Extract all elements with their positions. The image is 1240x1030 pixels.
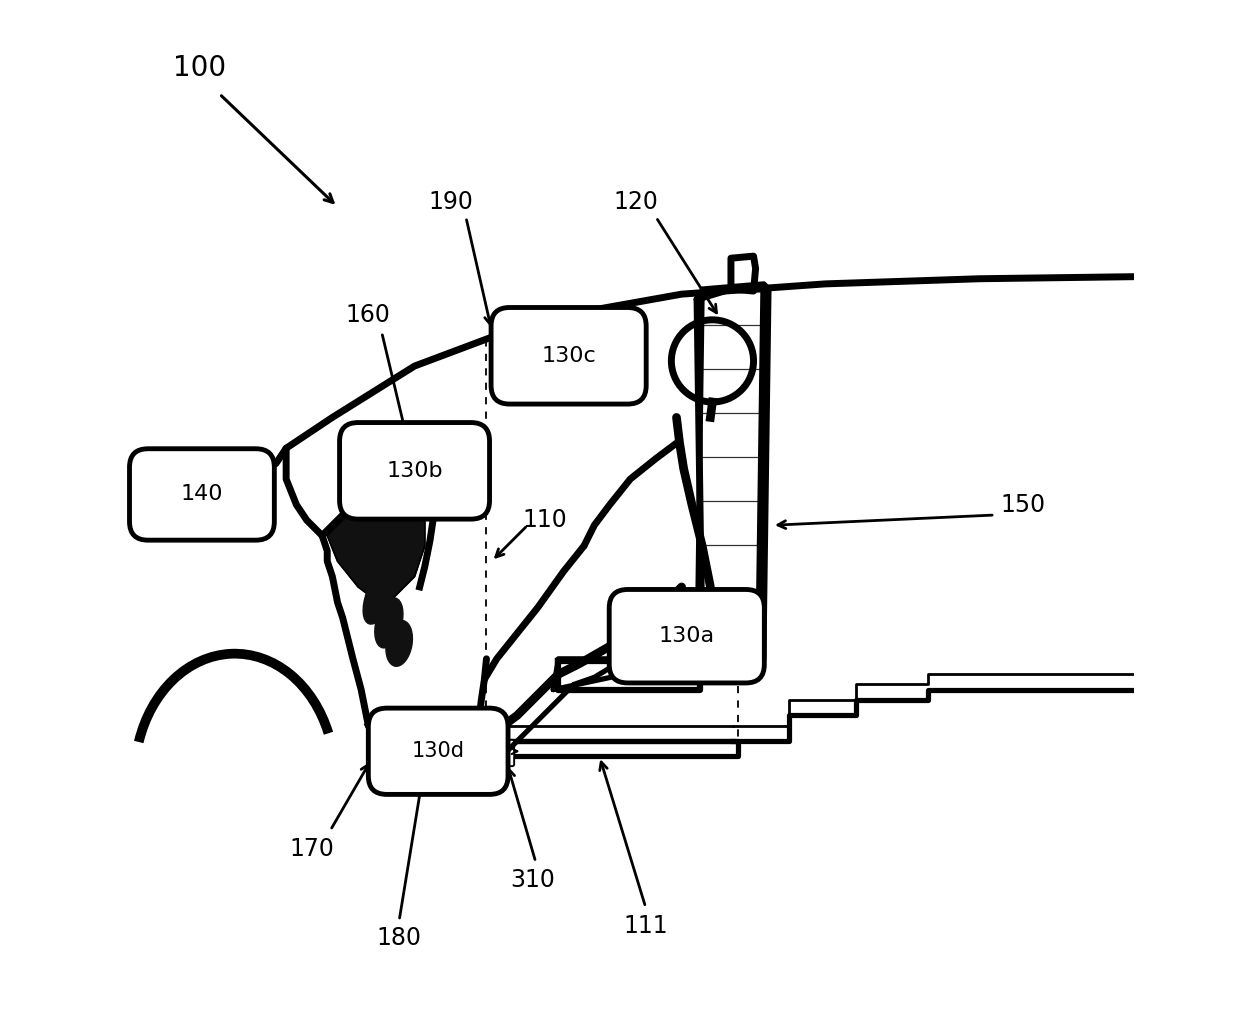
Text: 140: 140 <box>181 484 223 505</box>
Polygon shape <box>327 487 425 603</box>
Polygon shape <box>486 741 512 763</box>
Ellipse shape <box>363 571 394 624</box>
Text: 120: 120 <box>613 190 658 213</box>
Text: 180: 180 <box>377 926 422 951</box>
FancyBboxPatch shape <box>340 422 490 519</box>
Ellipse shape <box>374 597 403 648</box>
FancyBboxPatch shape <box>609 589 764 683</box>
FancyBboxPatch shape <box>129 449 274 540</box>
Text: 111: 111 <box>624 914 668 938</box>
FancyBboxPatch shape <box>491 308 646 404</box>
Text: 170: 170 <box>289 836 335 861</box>
FancyBboxPatch shape <box>368 708 508 794</box>
Text: 150: 150 <box>1001 492 1045 517</box>
Text: 130a: 130a <box>658 626 714 646</box>
Text: 100: 100 <box>174 55 226 82</box>
Text: 130b: 130b <box>386 460 443 481</box>
Polygon shape <box>697 289 764 664</box>
Text: 160: 160 <box>346 303 391 327</box>
Ellipse shape <box>386 620 413 666</box>
Text: 130c: 130c <box>542 346 596 366</box>
Text: 130d: 130d <box>412 742 465 761</box>
Text: 190: 190 <box>428 190 472 213</box>
Text: 110: 110 <box>522 508 567 533</box>
Text: 310: 310 <box>510 867 556 892</box>
